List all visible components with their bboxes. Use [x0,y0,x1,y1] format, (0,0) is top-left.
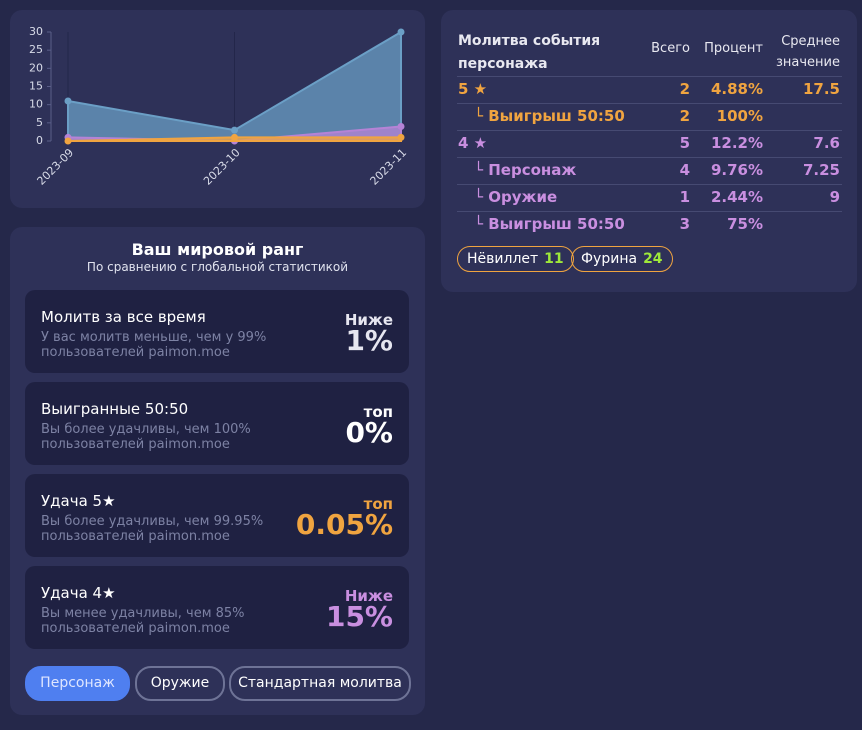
rank-card: Молитв за все время У вас молитв меньше, … [25,290,409,373]
card-badge: Ниже [344,311,393,329]
row-divider [457,184,842,185]
card-title: Удача 4★ [41,584,116,602]
x-tick-label: 2023-10 [201,146,243,188]
y-tick-label: 5 [36,116,43,129]
rank-card: Удача 5★ Вы более удачливы, чем 99.95% по… [25,474,409,557]
cell: 9.76% [710,161,763,179]
table-panel [441,10,857,292]
x-tick-label: 2023-09 [35,146,77,188]
tag-count: 24 [643,251,663,267]
x-tick-label: 2023-11 [368,146,410,188]
point [231,126,238,134]
card-value: 0.05% [295,508,393,541]
tab-button[interactable]: Стандартная молитва [229,666,411,701]
table-header: Процент [704,41,763,56]
cell: 4 [679,161,690,179]
table-header: Всего [651,41,690,56]
row-label: └ Персонаж [474,161,577,179]
rank-card: Выигранные 50:50 Вы более удачливы, чем 1… [25,382,409,465]
point [64,137,72,145]
card-badge: Ниже [344,587,393,605]
card-text: У вас молитв меньше, чем у 99% пользоват… [41,330,267,360]
cell: 100% [716,107,763,125]
tab-button[interactable]: Персонаж [25,666,130,701]
point [231,133,238,141]
card-text: Вы менее удачливы, чем 85% пользователей… [41,606,245,636]
row-label: └ Оружие [474,188,558,206]
cell: 12.2% [710,134,763,152]
row-divider [457,157,842,158]
rank-subtitle: По сравнению с глобальной статистикой [86,260,349,274]
cell: 2 [679,107,690,125]
y-tick-label: 0 [36,134,43,147]
tag[interactable]: Фурина 24 [571,246,673,272]
cell: 17.5 [802,80,840,98]
card-badge: топ [363,495,393,513]
row-divider [457,211,842,212]
cell: 2.44% [710,188,763,206]
card-value: 15% [325,600,393,633]
point [64,97,72,105]
row-label: 4 ★ [458,134,488,152]
cell: 2 [679,80,690,98]
card-text: Вы более удачливы, чем 100% пользователе… [41,422,251,452]
y-tick-label: 20 [29,61,43,74]
row-label: 5 ★ [458,80,488,98]
point [397,122,405,130]
cell: 5 [679,134,690,152]
card-title: Молитв за все время [41,308,206,326]
table-header: Среднее значение [775,34,840,70]
y-tick-label: 30 [29,25,43,38]
card-value: 1% [345,324,393,357]
cell: 9 [829,188,840,206]
rank-card: Удача 4★ Вы менее удачливы, чем 85% польз… [25,566,409,649]
cell: 4.88% [710,80,763,98]
row-divider [457,103,842,104]
chart: 0 5 10 15 20 25 30 2023-09 2023-10 2023-11 [29,25,410,188]
cell: 1 [679,188,690,206]
row-divider [457,76,842,77]
cell: 75% [727,215,763,233]
tab-button[interactable]: Оружие [135,666,225,701]
card-title: Удача 5★ [41,492,116,510]
tag-name: Нёвиллет [467,251,539,267]
cell: 7.6 [813,134,840,152]
row-divider [457,130,842,131]
table-header: Молитва события персонажа [458,33,601,72]
point [397,133,405,141]
y-tick-label: 25 [29,43,43,56]
cell: 3 [679,215,690,233]
row-label: └ Выигрыш 50:50 [474,215,625,233]
tag[interactable]: Нёвиллет 11 [457,246,574,272]
card-value: 0% [345,416,393,449]
cell: 7.25 [802,161,840,179]
tag-name: Фурина [581,251,638,267]
tag-count: 11 [544,251,564,267]
y-tick-label: 10 [29,98,43,111]
rank-title: Ваш мировой ранг [131,240,304,259]
card-badge: топ [363,403,393,421]
card-text: Вы более удачливы, чем 99.95% пользовате… [41,514,264,544]
card-title: Выигранные 50:50 [41,400,189,418]
point [397,28,405,36]
row-label: └ Выигрыш 50:50 [474,107,625,125]
y-tick-label: 15 [29,80,43,93]
